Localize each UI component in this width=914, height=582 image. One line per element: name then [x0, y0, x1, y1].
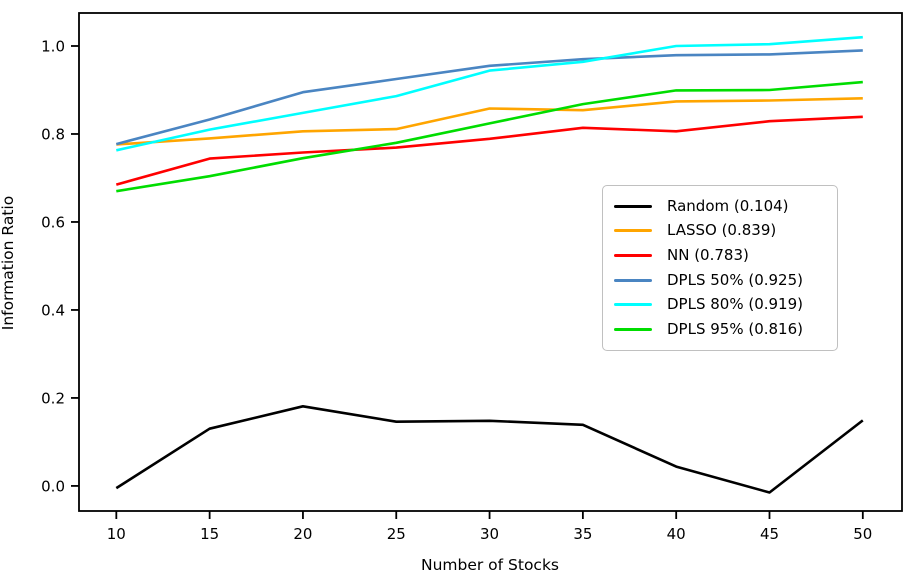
y-tick-label: 0.4: [41, 301, 65, 319]
legend-entry: Random (0.104): [614, 194, 831, 218]
y-tick-label: 0.6: [41, 213, 65, 231]
x-tick-label: 35: [573, 525, 592, 543]
legend-line-sample: [614, 303, 652, 307]
x-tick-label: 25: [387, 525, 406, 543]
x-axis-label: Number of Stocks: [420, 556, 560, 574]
series-line-dpls-80-: [116, 35, 863, 152]
plot-border: [78, 12, 903, 512]
legend-entry: DPLS 50% (0.925): [614, 268, 831, 292]
y-tick-label: 1.0: [41, 37, 65, 55]
legend-line-sample: [614, 229, 652, 233]
y-tick-label: 0.2: [41, 389, 65, 407]
x-tick-label: 10: [107, 525, 126, 543]
x-tick-label: 40: [667, 525, 686, 543]
y-tick-label: 0.0: [41, 477, 65, 495]
series-line-random: [115, 404, 864, 494]
y-tick-label: 0.8: [41, 125, 65, 143]
legend-entry: DPLS 95% (0.816): [614, 318, 831, 342]
legend-label: DPLS 95% (0.816): [667, 320, 803, 339]
series-line-dpls-95-: [116, 80, 863, 193]
legend-line-sample: [614, 254, 652, 258]
legend-line-sample: [614, 278, 652, 282]
legend-label: DPLS 80% (0.919): [667, 295, 803, 314]
legend-entry: DPLS 80% (0.919): [614, 293, 831, 317]
legend-line-sample: [614, 204, 652, 208]
series-line-dpls-50-: [115, 49, 863, 146]
legend-label: Random (0.104): [667, 196, 789, 215]
legend: Random (0.104) LASSO (0.839) NN (0.783) DPL…: [602, 185, 838, 351]
legend-label: DPLS 50% (0.925): [667, 270, 803, 289]
legend-entry: LASSO (0.839): [614, 219, 831, 243]
y-axis-label: Information Ratio: [0, 195, 17, 331]
legend-label: NN (0.783): [667, 246, 749, 265]
legend-label: LASSO (0.839): [667, 221, 777, 240]
legend-line-sample: [614, 328, 652, 332]
x-tick-label: 15: [200, 525, 219, 543]
series-line-lasso: [116, 97, 863, 146]
x-tick-label: 30: [480, 525, 499, 543]
series-line-nn: [115, 115, 863, 186]
x-tick-label: 20: [293, 525, 312, 543]
x-tick-label: 50: [853, 525, 872, 543]
legend-entry: NN (0.783): [614, 244, 831, 268]
x-tick-label: 45: [760, 525, 779, 543]
